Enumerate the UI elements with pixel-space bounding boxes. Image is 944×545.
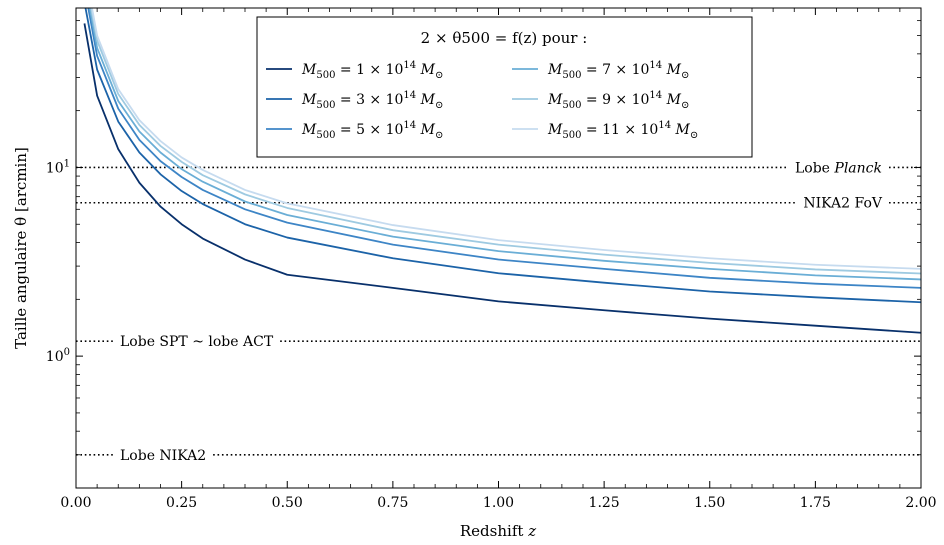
- legend-exponent: 14: [658, 120, 671, 131]
- legend-mass-symbol: M: [301, 92, 317, 108]
- legend-entry-label: M500 = 5 × 1014 M⊙: [301, 120, 443, 141]
- legend-mass-subscript: 500: [316, 100, 335, 111]
- legend-mass-symbol: M: [547, 122, 563, 138]
- legend-mass-subscript: 500: [316, 130, 335, 141]
- x-tick-label: 0.75: [377, 495, 408, 511]
- series-line: [91, 8, 921, 270]
- x-tick-label: 0.00: [60, 495, 91, 511]
- x-tick-label: 0.50: [272, 495, 303, 511]
- legend-solar-symbol: M: [416, 122, 435, 138]
- legend-mass-value: = 1 × 10: [335, 62, 403, 78]
- legend-mass-subscript: 500: [562, 100, 581, 111]
- x-tick-label: 1.00: [483, 495, 514, 511]
- reference-line-label: Lobe SPT ~ lobe ACT: [120, 334, 274, 350]
- legend: 2 × θ500 = f(z) pour : M500 = 1 × 1014 M…: [256, 16, 753, 158]
- x-tick-label: 1.25: [589, 495, 620, 511]
- y-tick-exponent: 1: [64, 158, 70, 169]
- legend-exponent: 14: [403, 60, 416, 71]
- reference-line-text: Lobe: [795, 160, 834, 176]
- legend-entries: M500 = 1 × 1014 M⊙M500 = 3 × 1014 M⊙M500…: [266, 60, 698, 141]
- series-line: [88, 8, 921, 281]
- legend-solar-symbol: M: [662, 62, 681, 78]
- series-line: [87, 8, 921, 289]
- series-line: [83, 23, 921, 334]
- legend-mass-symbol: M: [547, 92, 563, 108]
- legend-mass-subscript: 500: [562, 70, 581, 81]
- legend-box: [256, 16, 753, 158]
- legend-mass-subscript: 500: [316, 70, 335, 81]
- plot-area-frame: [75, 7, 922, 489]
- legend-exponent: 14: [649, 90, 662, 101]
- legend-mass-value: = 5 × 10: [335, 122, 403, 138]
- reference-line-label: Lobe NIKA2: [120, 448, 206, 464]
- reference-line-label: Lobe Planck: [795, 160, 882, 176]
- legend-entry-label: M500 = 9 × 1014 M⊙: [547, 90, 689, 111]
- legend-mass-symbol: M: [547, 62, 563, 78]
- reference-lines: Lobe Planck NIKA2 FoV Lobe SPT ~ lobe ACT L…: [76, 160, 921, 464]
- legend-mass-symbol: M: [301, 122, 317, 138]
- legend-solar-symbol: M: [662, 92, 681, 108]
- x-tick-label: 1.75: [800, 495, 831, 511]
- legend-solar-symbol: M: [416, 62, 435, 78]
- legend-solar-subscript: ⊙: [681, 100, 689, 111]
- x-tick-label: 1.50: [694, 495, 725, 511]
- y-tick-label: 101: [46, 158, 70, 176]
- legend-solar-subscript: ⊙: [435, 130, 443, 141]
- legend-exponent: 14: [649, 60, 662, 71]
- reference-line-text-italic: Planck: [833, 160, 882, 176]
- legend-entry-label: M500 = 1 × 1014 M⊙: [301, 60, 443, 81]
- reference-line-label: NIKA2 FoV: [803, 196, 883, 212]
- x-tick-label: 2.00: [905, 495, 936, 511]
- legend-entry-label: M500 = 7 × 1014 M⊙: [547, 60, 689, 81]
- reference-line-text: NIKA2 FoV: [803, 196, 883, 212]
- y-tick-exponent: 0: [64, 347, 70, 358]
- legend-entry-label: M500 = 11 × 1014 M⊙: [547, 120, 698, 141]
- legend-solar-symbol: M: [671, 122, 690, 138]
- legend-solar-symbol: M: [416, 92, 435, 108]
- legend-title: 2 × θ500 = f(z) pour :: [421, 29, 588, 47]
- x-tick-label: 0.25: [166, 495, 197, 511]
- legend-mass-value: = 3 × 10: [335, 92, 403, 108]
- tick-labels: 0.00 0.25 0.50 0.75 1.00 1.25 1.50 1.75 2.001001…: [46, 158, 937, 511]
- legend-exponent: 14: [403, 120, 416, 131]
- series-lines: [83, 8, 921, 334]
- legend-solar-subscript: ⊙: [690, 130, 698, 141]
- y-axis-label: Taille angulaire θ [arcmin]: [12, 147, 30, 349]
- legend-exponent: 14: [403, 90, 416, 101]
- legend-solar-subscript: ⊙: [435, 70, 443, 81]
- y-tick-mantissa: 10: [46, 349, 64, 365]
- reference-line-text: Lobe SPT ~ lobe ACT: [120, 334, 274, 350]
- series-line: [84, 8, 921, 304]
- legend-mass-value: = 7 × 10: [581, 62, 649, 78]
- legend-mass-symbol: M: [301, 62, 317, 78]
- legend-mass-value: = 11 × 10: [581, 122, 658, 138]
- x-axis-label: Redshift z: [460, 522, 536, 540]
- y-tick-mantissa: 10: [46, 160, 64, 176]
- series-line: [90, 8, 921, 275]
- legend-mass-subscript: 500: [562, 130, 581, 141]
- legend-solar-subscript: ⊙: [681, 70, 689, 81]
- y-tick-label: 100: [46, 347, 70, 365]
- legend-mass-value: = 9 × 10: [581, 92, 649, 108]
- legend-solar-subscript: ⊙: [435, 100, 443, 111]
- reference-line-text: Lobe NIKA2: [120, 448, 206, 464]
- legend-entry-label: M500 = 3 × 1014 M⊙: [301, 90, 443, 111]
